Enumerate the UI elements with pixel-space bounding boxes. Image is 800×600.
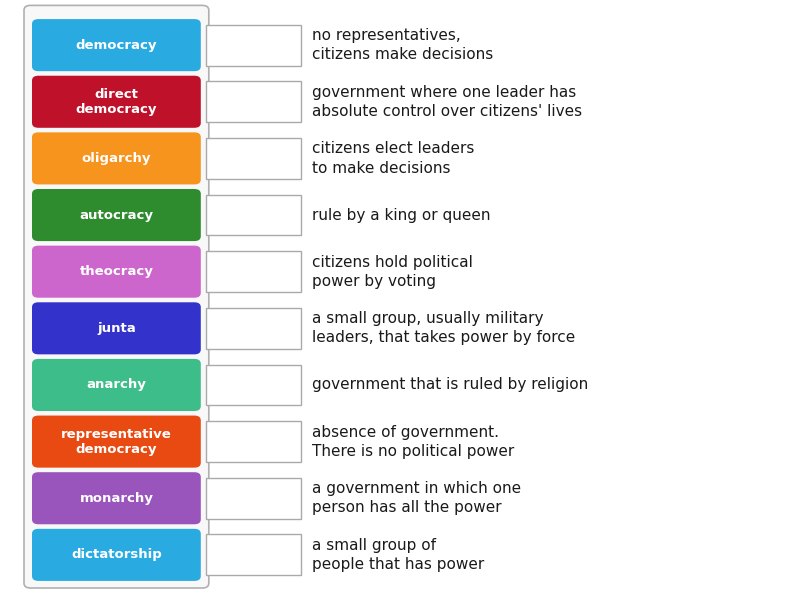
- FancyBboxPatch shape: [32, 19, 201, 71]
- Text: citizens elect leaders
to make decisions: citizens elect leaders to make decisions: [312, 141, 474, 176]
- FancyBboxPatch shape: [32, 416, 201, 467]
- Bar: [206, 365, 301, 406]
- Text: junta: junta: [97, 322, 136, 335]
- Text: anarchy: anarchy: [86, 379, 146, 391]
- FancyBboxPatch shape: [24, 5, 209, 588]
- Text: direct
democracy: direct democracy: [76, 88, 157, 116]
- Text: dictatorship: dictatorship: [71, 548, 162, 562]
- FancyBboxPatch shape: [32, 189, 201, 241]
- FancyBboxPatch shape: [32, 359, 201, 411]
- Text: theocracy: theocracy: [79, 265, 154, 278]
- Text: democracy: democracy: [76, 38, 157, 52]
- FancyBboxPatch shape: [32, 302, 201, 355]
- Text: a government in which one
person has all the power: a government in which one person has all…: [312, 481, 521, 515]
- Text: a small group of
people that has power: a small group of people that has power: [312, 538, 484, 572]
- Bar: [206, 138, 301, 179]
- Bar: [206, 421, 301, 462]
- Text: government that is ruled by religion: government that is ruled by religion: [312, 377, 588, 392]
- FancyBboxPatch shape: [32, 472, 201, 524]
- Text: representative
democracy: representative democracy: [61, 428, 172, 455]
- Text: oligarchy: oligarchy: [82, 152, 151, 165]
- FancyBboxPatch shape: [32, 529, 201, 581]
- Text: citizens hold political
power by voting: citizens hold political power by voting: [312, 254, 473, 289]
- Text: autocracy: autocracy: [79, 209, 154, 221]
- Bar: [206, 25, 301, 65]
- Bar: [206, 478, 301, 518]
- Text: absence of government.
There is no political power: absence of government. There is no polit…: [312, 425, 514, 458]
- FancyBboxPatch shape: [32, 133, 201, 184]
- Text: no representatives,
citizens make decisions: no representatives, citizens make decisi…: [312, 28, 494, 62]
- Text: government where one leader has
absolute control over citizens' lives: government where one leader has absolute…: [312, 85, 582, 119]
- Text: monarchy: monarchy: [79, 492, 154, 505]
- Bar: [206, 308, 301, 349]
- Bar: [206, 82, 301, 122]
- FancyBboxPatch shape: [32, 76, 201, 128]
- Text: rule by a king or queen: rule by a king or queen: [312, 208, 490, 223]
- Text: a small group, usually military
leaders, that takes power by force: a small group, usually military leaders,…: [312, 311, 575, 346]
- Bar: [206, 194, 301, 235]
- FancyBboxPatch shape: [32, 245, 201, 298]
- Bar: [206, 251, 301, 292]
- Bar: [206, 535, 301, 575]
